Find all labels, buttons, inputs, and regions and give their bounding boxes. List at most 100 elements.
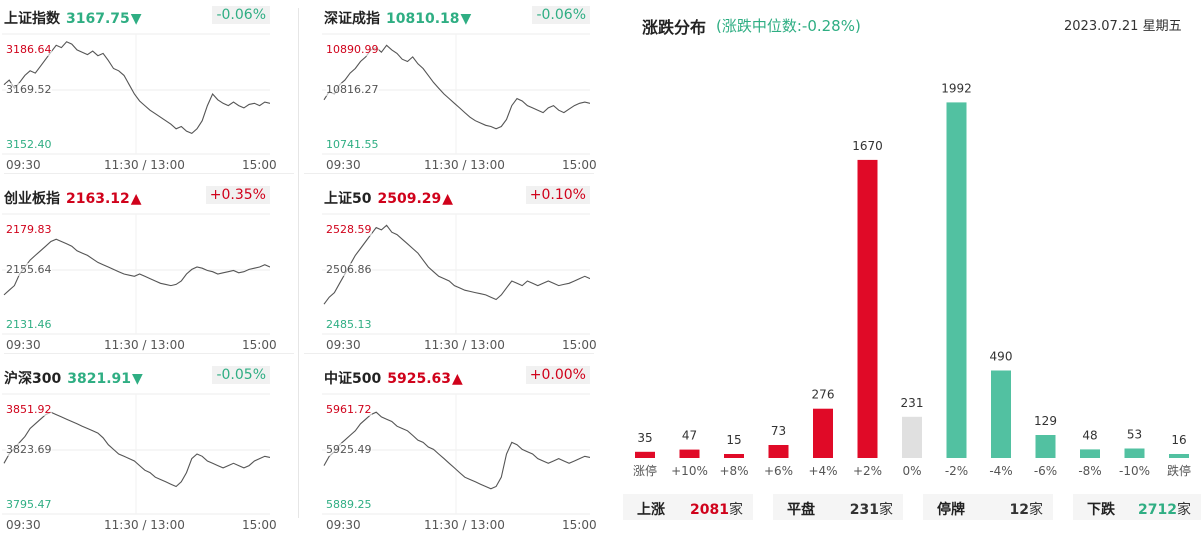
index-change-badge: +0.00% — [525, 366, 590, 384]
price-line — [323, 411, 590, 490]
time-mid-label: 11:30 / 13:00 — [104, 518, 185, 532]
index-price: 3821.91 — [67, 371, 131, 387]
time-start-label: 09:30 — [326, 518, 361, 532]
time-end-label: 15:00 — [562, 338, 597, 352]
index-card[interactable]: 中证500 5925.63▲ +0.00% 5961.72 5925.49 5889.25… — [320, 366, 610, 536]
time-mid-label: 11:30 / 13:00 — [104, 158, 185, 172]
bar-category-label: +2% — [853, 464, 882, 478]
distribution-bar-chart: 35 涨停 47 +10% 15 +8% 73 +6% 276 +4% 1670 +2% 231 0% 19… — [633, 81, 1191, 478]
index-low-label: 3152.40 — [6, 138, 52, 151]
index-price: 3167.75 — [66, 11, 130, 27]
bar-category-label: -10% — [1119, 464, 1150, 478]
down-arrow-icon: ▼ — [130, 11, 142, 27]
index-change-badge: -0.06% — [532, 6, 590, 24]
index-name-label: 上证指数 — [4, 11, 60, 27]
distribution-bar[interactable] — [991, 370, 1011, 459]
bar-value-label: 53 — [1127, 428, 1142, 442]
summary-value: 12家 — [1010, 499, 1043, 519]
index-mid-label: 3169.52 — [6, 83, 52, 96]
up-arrow-icon: ▲ — [442, 191, 454, 207]
index-intraday-chart — [2, 213, 270, 335]
price-line — [323, 224, 590, 305]
index-low-label: 5889.25 — [326, 498, 372, 511]
index-price: 5925.63 — [387, 371, 451, 387]
summary-label: 平盘 — [787, 502, 815, 518]
time-mid-label: 11:30 / 13:00 — [424, 158, 505, 172]
distribution-bar[interactable] — [635, 451, 655, 458]
index-high-label: 3851.92 — [6, 403, 52, 416]
index-name-label: 中证500 — [324, 371, 382, 387]
bar-category-label: -8% — [1078, 464, 1101, 478]
index-mid-label: 3823.69 — [6, 443, 52, 456]
summary-label: 停牌 — [937, 502, 965, 518]
bar-value-label: 129 — [1034, 414, 1057, 428]
summary-value: 2081家 — [690, 499, 743, 519]
bar-value-label: 15 — [726, 433, 741, 447]
distribution-bar[interactable] — [724, 454, 744, 458]
distribution-bar[interactable] — [857, 159, 878, 458]
bar-category-label: -2% — [945, 464, 968, 478]
index-low-label: 10741.55 — [326, 138, 379, 151]
column-divider — [298, 8, 299, 518]
index-name-label: 上证50 — [324, 191, 372, 207]
index-mid-label: 5925.49 — [326, 443, 372, 456]
index-name-label: 沪深300 — [4, 371, 62, 387]
time-start-label: 09:30 — [6, 158, 41, 172]
bar-value-label: 490 — [990, 350, 1013, 364]
summary-count: 2712 — [1138, 502, 1177, 518]
index-card[interactable]: 创业板指 2163.12▲ +0.35% 2179.83 2155.64 2131.46 0… — [0, 186, 290, 356]
index-card[interactable]: 上证指数 3167.75▼ -0.06% 3186.64 3169.52 3152.40 0… — [0, 6, 290, 176]
index-name: 中证500 5925.63▲ — [324, 368, 463, 388]
price-line — [3, 238, 270, 296]
index-high-label: 5961.72 — [326, 403, 372, 416]
time-mid-label: 11:30 / 13:00 — [104, 338, 185, 352]
bar-category-label: +4% — [808, 464, 837, 478]
index-change-badge: +0.35% — [205, 186, 270, 204]
index-high-label: 2179.83 — [6, 223, 52, 236]
distribution-bar[interactable] — [902, 416, 922, 458]
bar-value-label: 48 — [1082, 428, 1097, 442]
summary-unit: 家 — [1029, 502, 1043, 518]
row-divider — [4, 173, 294, 174]
bar-category-label: +8% — [719, 464, 748, 478]
bar-value-label: 73 — [771, 424, 786, 438]
index-name-label: 深证成指 — [324, 11, 380, 27]
index-mid-label: 10816.27 — [326, 83, 379, 96]
distribution-title: 涨跌分布 — [642, 18, 707, 37]
bar-category-label: +6% — [764, 464, 793, 478]
summary-count: 2081 — [690, 502, 729, 518]
bar-category-label: -4% — [989, 464, 1012, 478]
bar-value-label: 16 — [1171, 433, 1186, 447]
distribution-bar[interactable] — [1080, 449, 1100, 458]
bar-value-label: 1670 — [852, 139, 883, 153]
index-card[interactable]: 上证50 2509.29▲ +0.10% 2528.59 2506.86 2485.13 0… — [320, 186, 610, 356]
time-start-label: 09:30 — [6, 518, 41, 532]
index-price: 2163.12 — [66, 191, 130, 207]
index-card[interactable]: 沪深300 3821.91▼ -0.05% 3851.92 3823.69 3795.47… — [0, 366, 290, 536]
distribution-bar[interactable] — [813, 408, 833, 458]
index-card[interactable]: 深证成指 10810.18▼ -0.06% 10890.99 10816.27 10741… — [320, 6, 610, 176]
distribution-median: (涨跌中位数:-0.28%) — [716, 17, 861, 35]
index-high-label: 10890.99 — [326, 43, 379, 56]
index-mid-label: 2506.86 — [326, 263, 372, 276]
distribution-bar[interactable] — [946, 102, 967, 459]
index-name: 沪深300 3821.91▼ — [4, 368, 143, 388]
distribution-bar[interactable] — [1169, 454, 1189, 458]
time-start-label: 09:30 — [6, 338, 41, 352]
summary-down-box: 下跌 2712家 — [1073, 494, 1201, 520]
summary-label: 下跌 — [1087, 502, 1115, 518]
summary-value: 2712家 — [1138, 499, 1191, 519]
bar-value-label: 35 — [637, 431, 652, 445]
up-arrow-icon: ▲ — [130, 191, 142, 207]
distribution-bar[interactable] — [1035, 435, 1056, 458]
index-high-label: 2528.59 — [326, 223, 372, 236]
index-price: 10810.18 — [386, 11, 460, 27]
bar-value-label: 231 — [901, 396, 924, 410]
distribution-bar[interactable] — [679, 449, 700, 458]
summary-unit: 家 — [1177, 502, 1191, 518]
time-mid-label: 11:30 / 13:00 — [424, 518, 505, 532]
distribution-bar[interactable] — [768, 445, 789, 458]
bar-category-label: 涨停 — [633, 463, 657, 478]
distribution-bar[interactable] — [1124, 448, 1145, 459]
row-divider — [304, 173, 594, 174]
